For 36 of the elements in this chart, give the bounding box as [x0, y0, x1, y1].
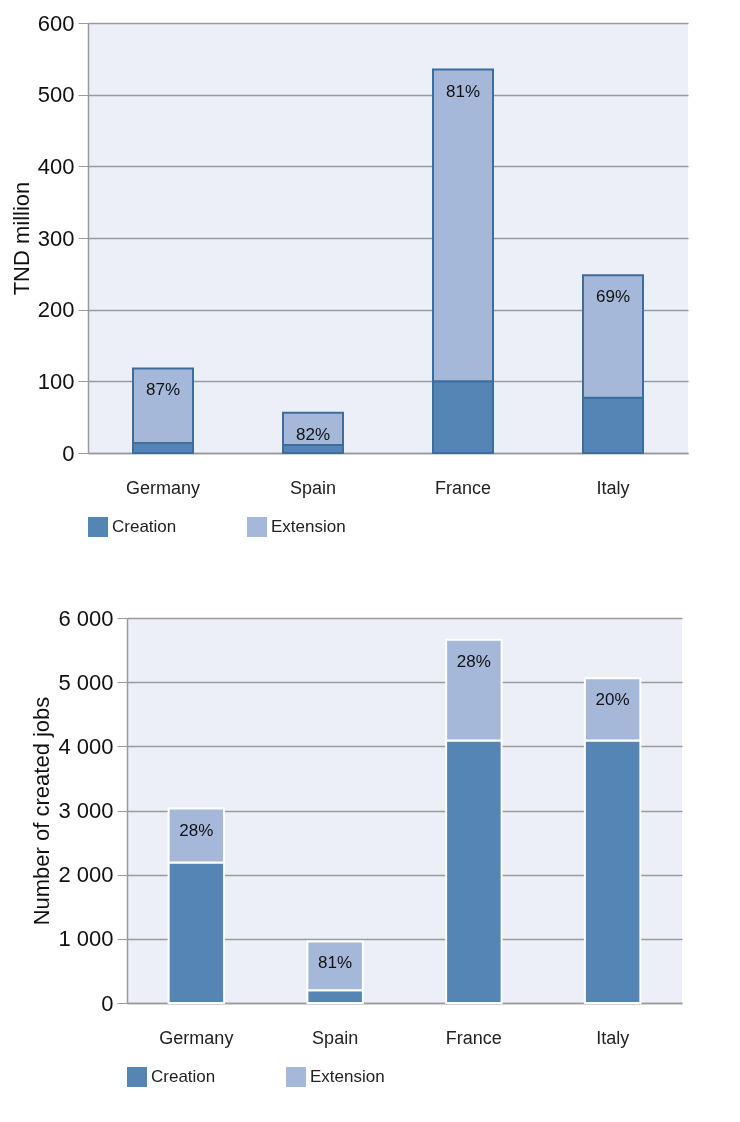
- annotation: 28%: [456, 651, 491, 671]
- annotation: 69%: [595, 287, 631, 307]
- x-tick-label: Germany: [125, 477, 201, 498]
- y-tick-label: 300: [37, 225, 75, 251]
- legend-label: Creation: [112, 517, 177, 536]
- x-tick-label: France: [445, 1027, 502, 1048]
- y-tick-label: 2 000: [58, 862, 114, 888]
- y-tick-label: 600: [37, 10, 75, 36]
- annotation: 81%: [445, 81, 481, 101]
- annotation: 28%: [179, 820, 214, 840]
- y-tick-label: 0: [101, 990, 114, 1016]
- x-tick-label: France: [434, 477, 492, 498]
- legend-label: Extension: [271, 517, 346, 536]
- y-tick-label: 0: [62, 440, 75, 466]
- annotation: 81%: [318, 953, 353, 973]
- legend-label: Creation: [151, 1067, 216, 1086]
- annotation: 20%: [595, 690, 630, 710]
- y-tick-label: 200: [37, 297, 75, 323]
- y-tick-label: 3 000: [58, 798, 114, 823]
- y-axis-title: Number of created jobs: [29, 696, 55, 926]
- x-tick-label: Spain: [312, 1027, 359, 1048]
- y-tick-label: 1 000: [58, 926, 114, 952]
- y-tick-label: 5 000: [58, 669, 114, 695]
- x-tick-label: Italy: [596, 1027, 630, 1048]
- y-tick-label: 400: [37, 153, 75, 179]
- x-tick-label: Italy: [596, 477, 630, 498]
- annotation: 87%: [145, 380, 181, 400]
- legend-label: Extension: [310, 1067, 385, 1086]
- y-axis-title: TND million: [8, 181, 34, 296]
- y-tick-label: 4 000: [58, 733, 114, 759]
- y-tick-label: 100: [37, 368, 75, 394]
- annotation: 82%: [295, 424, 331, 444]
- y-tick-label: 6 000: [58, 605, 114, 631]
- x-tick-label: Germany: [159, 1027, 234, 1048]
- x-tick-label: Spain: [289, 477, 337, 498]
- y-tick-label: 500: [37, 82, 75, 108]
